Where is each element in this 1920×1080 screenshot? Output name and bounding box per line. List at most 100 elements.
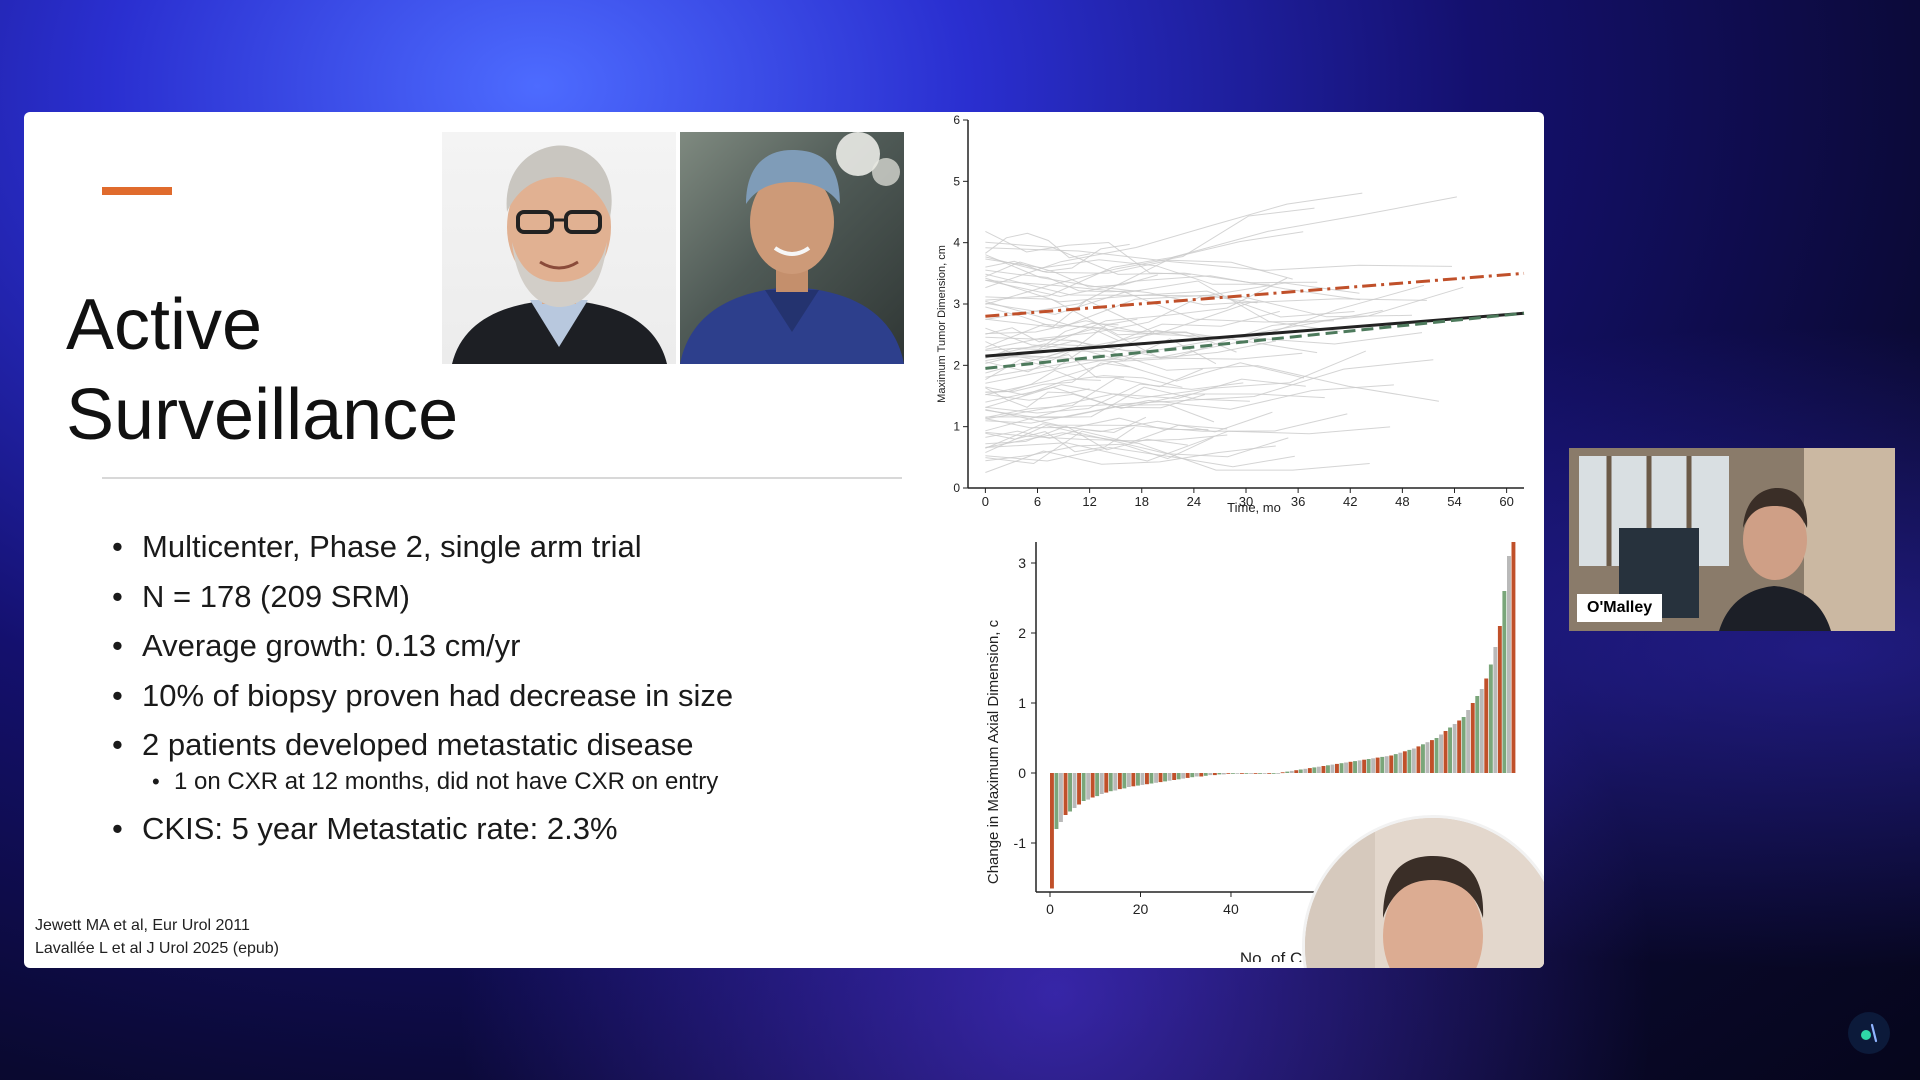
waterfall-bar: [1393, 754, 1398, 773]
waterfall-bar: [1099, 773, 1104, 794]
waterfall-bar: [1212, 773, 1217, 776]
patient-line: [985, 387, 1090, 408]
x-tick-label: 12: [1082, 494, 1096, 509]
waterfall-bar: [1488, 664, 1493, 773]
waterfall-bar: [1231, 773, 1235, 774]
patient-line: [985, 309, 1383, 384]
bullet-item: N = 178 (209 SRM): [112, 572, 872, 622]
patient-line: [985, 284, 1425, 364]
chart1-x-axis-label: Time, mo: [1227, 500, 1281, 515]
x-tick-label: 42: [1343, 494, 1357, 509]
waterfall-bar: [1384, 756, 1389, 773]
portrait-image-1: [452, 145, 667, 364]
waterfall-bar: [1303, 768, 1308, 773]
participant-video-tile[interactable]: O'Malley: [1569, 448, 1895, 631]
waterfall-bar: [1253, 773, 1258, 774]
y-tick-label: 0: [953, 481, 960, 495]
chart2-bars: [1050, 542, 1516, 889]
waterfall-bar: [1362, 759, 1367, 773]
waterfall-bar: [1181, 773, 1186, 779]
trend-line-dashed: [985, 311, 1525, 370]
patient-line: [985, 352, 1303, 396]
waterfall-bar: [1461, 717, 1466, 773]
patient-line: [985, 286, 1464, 378]
presentation-slide: Active Surveillance: [24, 112, 1544, 968]
waterfall-bar: [1452, 724, 1457, 773]
bullet-item: Multicenter, Phase 2, single arm trial: [112, 522, 872, 572]
references: Jewett MA et al, Eur Urol 2011 Lavallée …: [35, 914, 279, 960]
waterfall-bar: [1484, 678, 1489, 773]
reference-line: Lavallée L et al J Urol 2025 (epub): [35, 940, 279, 957]
chart2-y-tick-labels: -1 0 1 2 3: [1014, 555, 1036, 851]
waterfall-bar: [1108, 773, 1113, 792]
waterfall-bar: [1158, 773, 1163, 783]
patient-line: [985, 310, 1280, 358]
patient-line: [985, 409, 1348, 432]
waterfall-bar: [1208, 773, 1213, 776]
waterfall-bar: [1276, 773, 1281, 774]
x-tick-label: 40: [1223, 901, 1239, 917]
trend-line-dash-dot: [985, 271, 1525, 318]
x-tick-label: 24: [1187, 494, 1201, 509]
waterfall-bar: [1344, 762, 1348, 773]
chart2-y-axis-label: Change in Maximum Axial Dimension, c: [985, 619, 1002, 884]
waterfall-bar: [1289, 770, 1294, 773]
waterfall-bar: [1258, 773, 1262, 774]
bullet-item: CKIS: 5 year Metastatic rate: 2.3%: [112, 804, 872, 854]
waterfall-bar: [1271, 773, 1276, 774]
waterfall-bar: [1335, 763, 1339, 773]
waterfall-bar: [1330, 764, 1335, 773]
patient-line: [985, 424, 1289, 458]
waterfall-bar: [1421, 744, 1425, 773]
y-tick-label: 0: [1018, 765, 1026, 781]
patient-line: [985, 426, 1135, 453]
patient-line: [985, 393, 1206, 409]
chart1-x-tick-labels: 0 6 12 18 24 30 36 42 48 54 60: [982, 488, 1514, 509]
waterfall-bar: [1326, 765, 1330, 773]
waterfall-bar: [1280, 772, 1285, 774]
waterfall-bar: [1353, 761, 1357, 773]
waterfall-bar: [1497, 626, 1502, 773]
x-tick-label: 54: [1447, 494, 1461, 509]
y-tick-label: 5: [953, 174, 960, 188]
waterfall-bar: [1466, 710, 1471, 773]
waterfall-bar: [1185, 773, 1190, 778]
participant-name-label: O'Malley: [1577, 594, 1663, 622]
patient-line: [985, 282, 1360, 329]
photo-researcher-2: [680, 132, 904, 364]
waterfall-bar: [1507, 556, 1511, 773]
patient-line: [985, 275, 1361, 301]
patient-line: [985, 417, 1209, 431]
waterfall-bar: [1095, 773, 1100, 797]
waterfall-bar: [1190, 773, 1195, 778]
waterfall-bar: [1298, 769, 1303, 773]
waterfall-bar: [1163, 773, 1167, 782]
patient-line: [985, 362, 1130, 393]
waterfall-bar: [1176, 773, 1181, 780]
waterfall-bar: [1072, 773, 1077, 808]
x-tick-label: 0: [1046, 901, 1054, 917]
app-logo-icon[interactable]: [1848, 1012, 1890, 1054]
bullet-list: Multicenter, Phase 2, single arm trial N…: [112, 522, 872, 853]
waterfall-bar: [1294, 770, 1299, 773]
patient-line: [985, 375, 1183, 396]
waterfall-bar: [1122, 773, 1127, 789]
patient-line: [985, 411, 1273, 449]
patient-line: [985, 432, 1370, 471]
waterfall-bar: [1470, 703, 1475, 773]
waterfall-bar: [1502, 591, 1507, 773]
waterfall-bar: [1267, 773, 1272, 774]
waterfall-bar: [1131, 773, 1136, 787]
x-tick-label: 20: [1133, 901, 1149, 917]
waterfall-bar: [1249, 773, 1253, 774]
waterfall-bar: [1285, 771, 1290, 773]
waterfall-bar: [1217, 773, 1222, 775]
y-tick-label: 3: [1018, 555, 1026, 571]
waterfall-bar: [1312, 767, 1317, 773]
patient-line: [985, 207, 1315, 305]
patient-line: [985, 277, 1355, 318]
slide-title-line-1: Active: [66, 285, 263, 365]
waterfall-bar: [1316, 766, 1321, 773]
waterfall-bar: [1240, 773, 1244, 774]
